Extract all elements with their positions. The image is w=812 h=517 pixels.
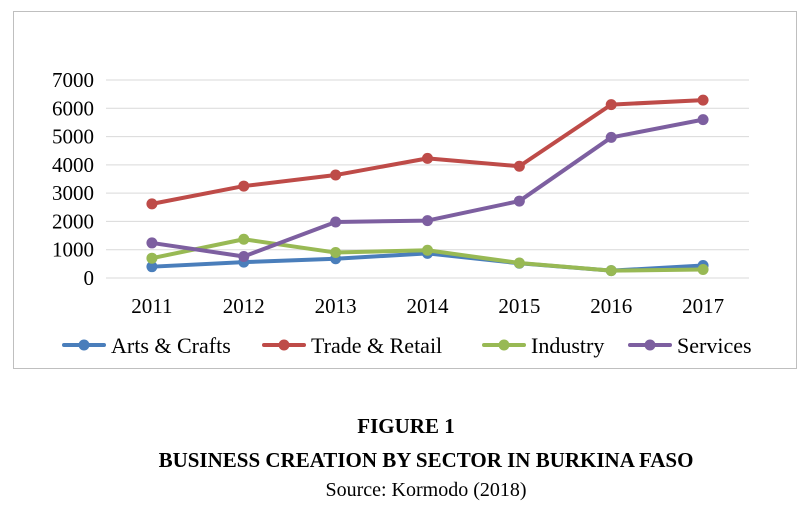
y-tick-label: 6000 (52, 96, 94, 120)
x-tick-label: 2015 (498, 294, 540, 318)
legend-swatch-marker (78, 339, 90, 351)
data-point (697, 94, 709, 106)
y-tick-label: 4000 (52, 153, 94, 177)
y-tick-label: 3000 (52, 181, 94, 205)
figure-title: BUSINESS CREATION BY SECTOR IN BURKINA F… (158, 448, 694, 472)
legend-label: Industry (531, 333, 604, 358)
x-axis-ticks: 2011 2012 2013 2014 2015 2016 2017 (131, 294, 724, 318)
data-point (697, 264, 709, 276)
legend-swatch-marker (498, 339, 510, 351)
legend-item: Arts & Crafts (62, 333, 231, 358)
legend-label: Arts & Crafts (111, 333, 231, 358)
data-point (238, 251, 250, 263)
y-tick-label: 2000 (52, 209, 94, 233)
legend: Arts & Crafts Trade & Retail Industry Servi… (62, 333, 752, 358)
data-point (238, 233, 250, 245)
data-point (422, 152, 433, 164)
data-point (605, 99, 617, 111)
data-point (422, 215, 433, 227)
x-tick-label: 2012 (223, 294, 265, 318)
y-tick-label: 7000 (52, 68, 94, 92)
legend-swatch-marker (644, 339, 656, 351)
data-point (146, 261, 158, 273)
legend-label: Services (677, 333, 752, 358)
figure-number: FIGURE 1 (357, 414, 455, 438)
data-point (330, 247, 342, 259)
x-tick-label: 2017 (682, 294, 724, 318)
data-point (513, 257, 525, 269)
x-tick-label: 2011 (131, 294, 172, 318)
y-axis-ticks: 0 1000 2000 3000 4000 5000 6000 7000 (52, 68, 94, 290)
y-tick-label: 0 (84, 266, 95, 290)
y-tick-label: 1000 (52, 238, 94, 262)
data-point (330, 216, 342, 228)
data-point (330, 169, 342, 181)
legend-swatch-marker (278, 339, 290, 351)
data-point (146, 198, 158, 210)
data-point (238, 180, 250, 192)
legend-item: Trade & Retail (262, 333, 442, 358)
data-point (513, 195, 525, 207)
data-point (146, 237, 158, 249)
data-point (146, 252, 158, 264)
x-tick-label: 2014 (407, 294, 450, 318)
x-tick-label: 2016 (590, 294, 632, 318)
legend-item: Services (628, 333, 752, 358)
series-line (149, 98, 706, 206)
data-point (513, 160, 525, 172)
series-services (146, 114, 709, 263)
figure-source: Source: Kormodo (2018) (325, 479, 527, 501)
chart-frame: 0 1000 2000 3000 4000 5000 6000 7000 2011 2012 20… (13, 11, 797, 369)
series-industry (146, 233, 709, 277)
x-tick-label: 2013 (315, 294, 357, 318)
legend-label: Trade & Retail (311, 333, 442, 358)
y-tick-label: 5000 (52, 125, 94, 149)
series-trade-retail (146, 94, 709, 210)
data-point (697, 114, 709, 126)
data-point (605, 131, 617, 143)
series-lines (146, 94, 709, 277)
legend-item: Industry (482, 333, 604, 358)
data-point (605, 265, 617, 277)
data-point (422, 244, 433, 256)
